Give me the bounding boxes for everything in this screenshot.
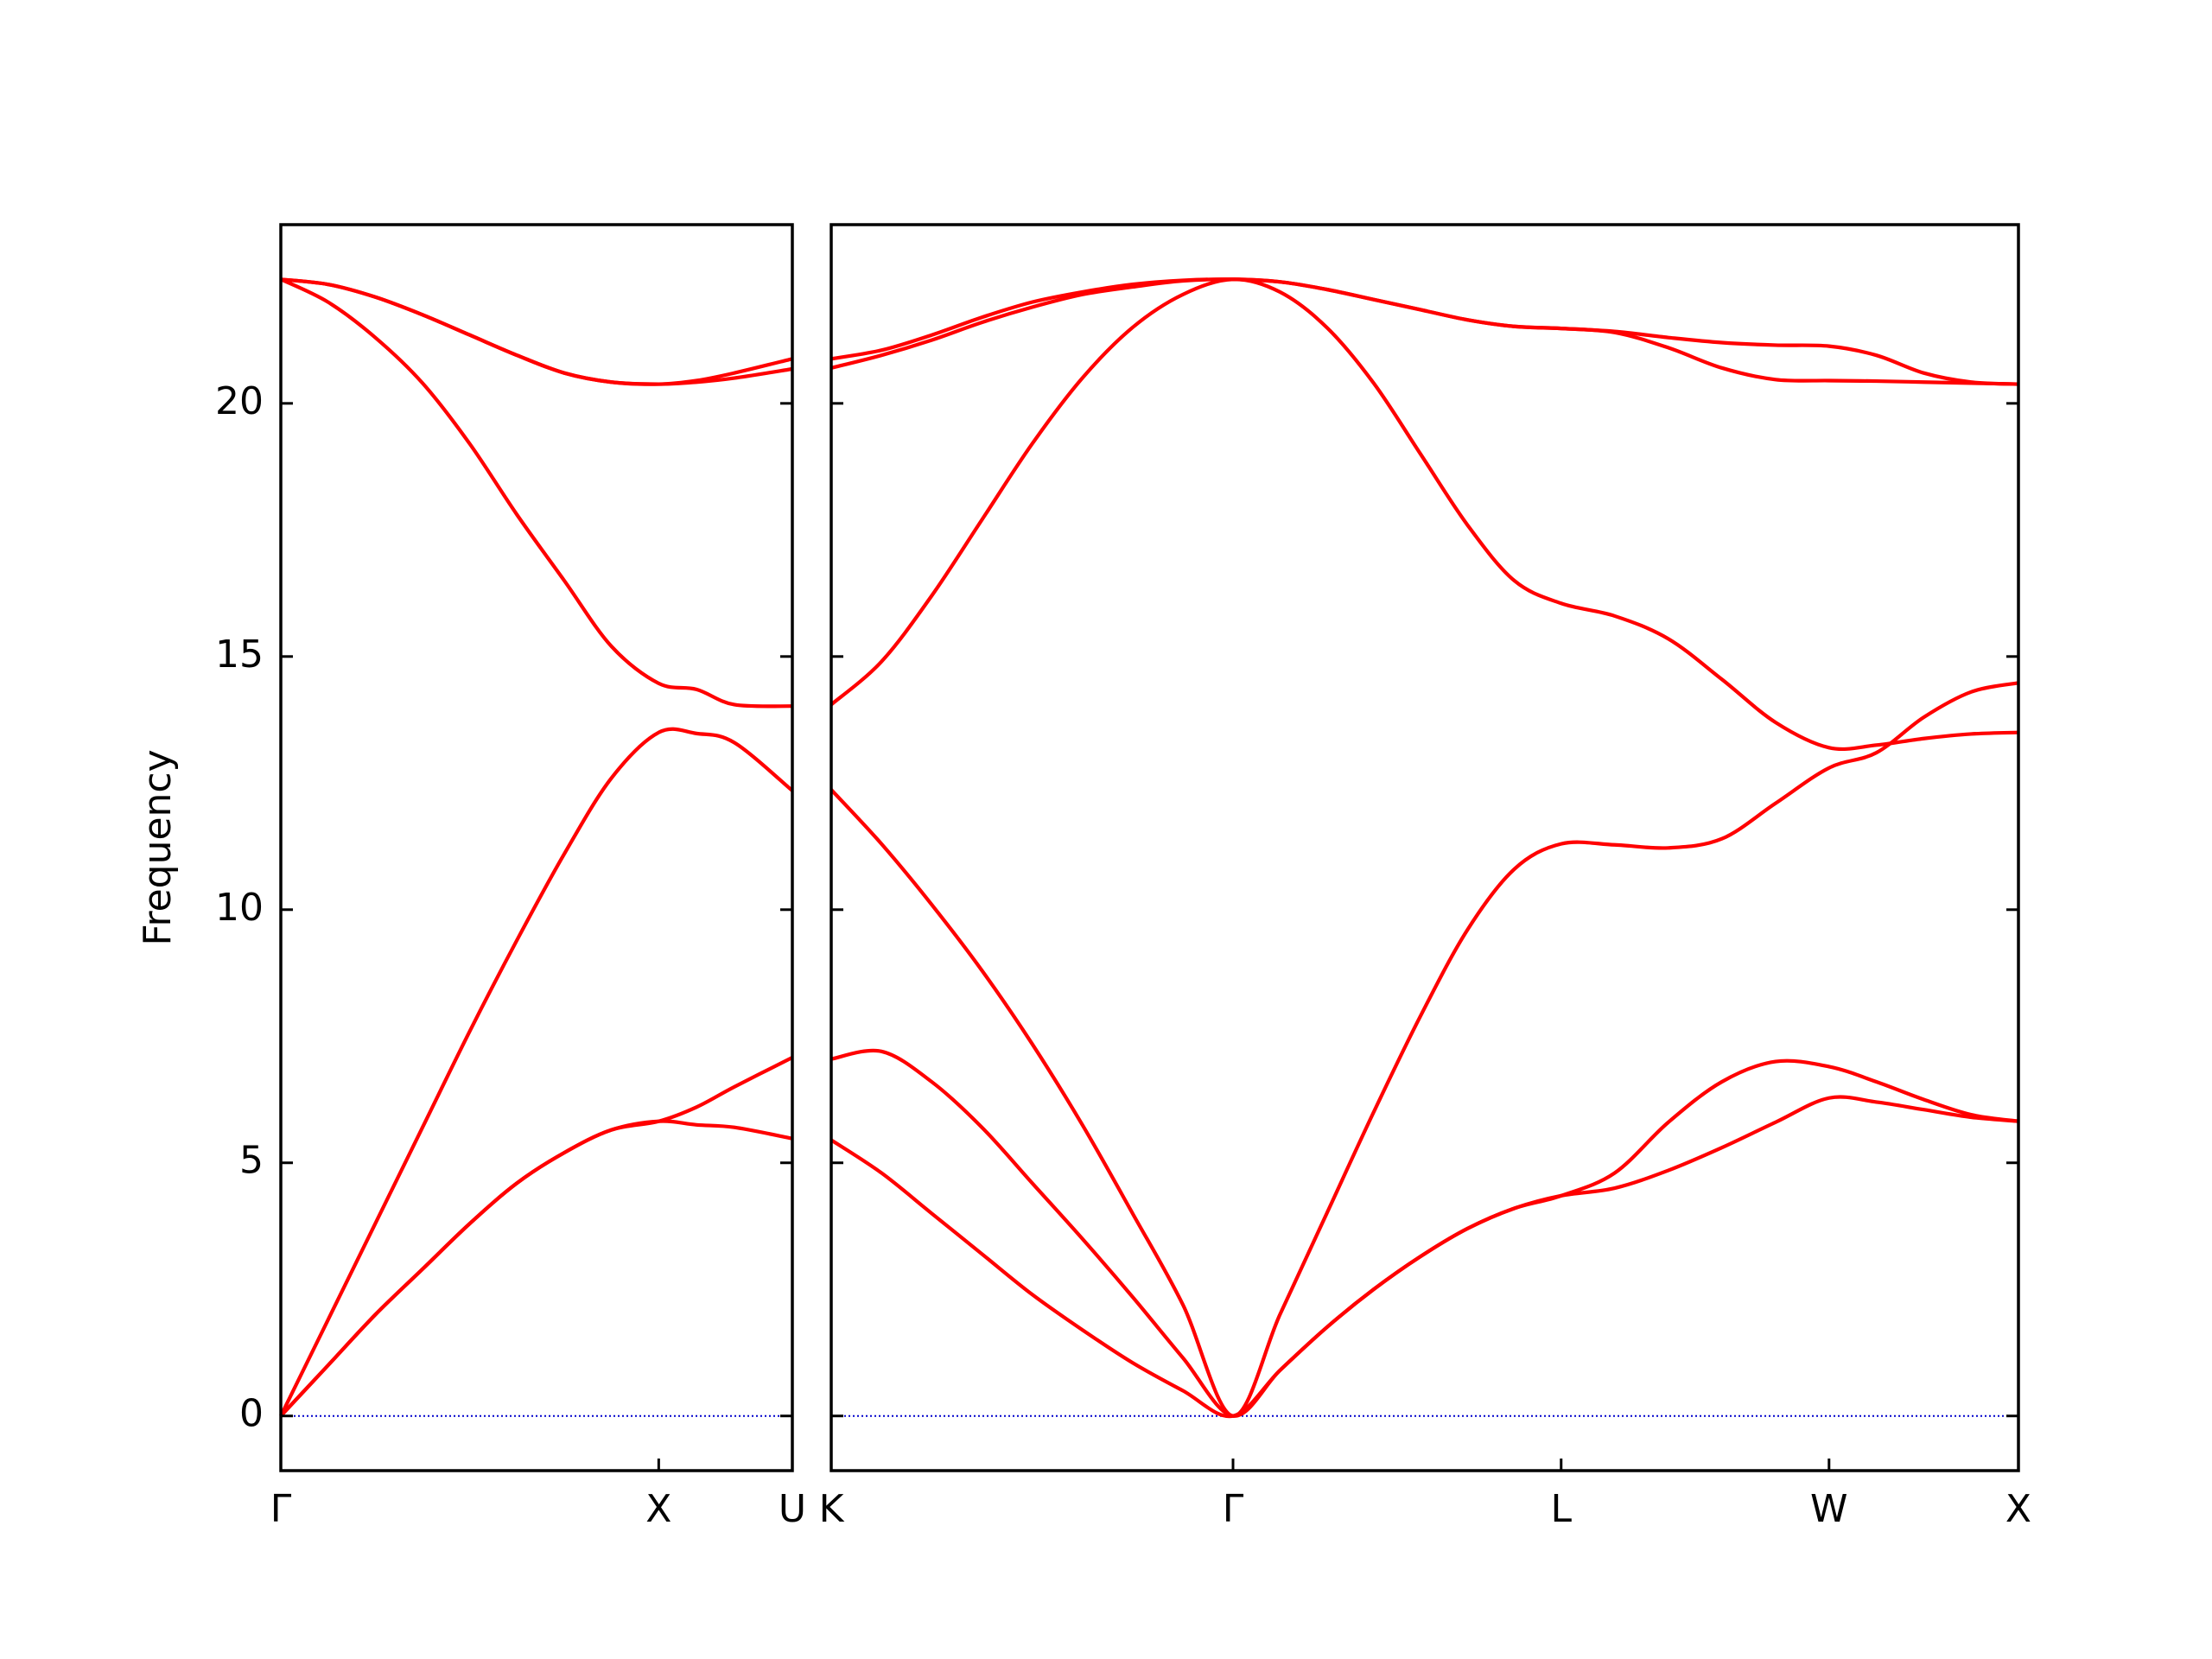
- band-line: [830, 1095, 2019, 1419]
- x-tick-label: W: [1810, 1487, 1848, 1531]
- plot-frame: [830, 223, 2020, 1472]
- x-tick-label: X: [2005, 1487, 2031, 1531]
- plot-frame: [279, 223, 794, 1472]
- x-tick-label: Γ: [270, 1487, 292, 1531]
- band-line: [279, 1119, 793, 1418]
- band-line: [830, 277, 2019, 752]
- x-tick-label: X: [645, 1487, 671, 1531]
- band-line: [279, 1055, 793, 1418]
- y-tick-label: 15: [215, 632, 264, 677]
- band-line: [280, 277, 793, 709]
- band-line: [830, 277, 2019, 386]
- x-tick-label: L: [1550, 1487, 1572, 1531]
- band-line: [280, 277, 793, 386]
- y-tick-label: 10: [215, 886, 264, 930]
- band-line: [279, 727, 794, 1417]
- y-tick-label: 20: [215, 379, 264, 423]
- band-line: [830, 1048, 2019, 1418]
- y-tick-label: 0: [239, 1392, 264, 1436]
- band-line: [830, 277, 2019, 386]
- band-line: [830, 681, 2019, 1418]
- y-axis-label: Frequency: [136, 749, 180, 945]
- y-tick-label: 5: [239, 1139, 264, 1183]
- band-line: [280, 277, 793, 386]
- x-tick-label: U: [779, 1487, 806, 1531]
- x-tick-label: Γ: [1223, 1487, 1244, 1531]
- x-tick-label: K: [819, 1487, 845, 1531]
